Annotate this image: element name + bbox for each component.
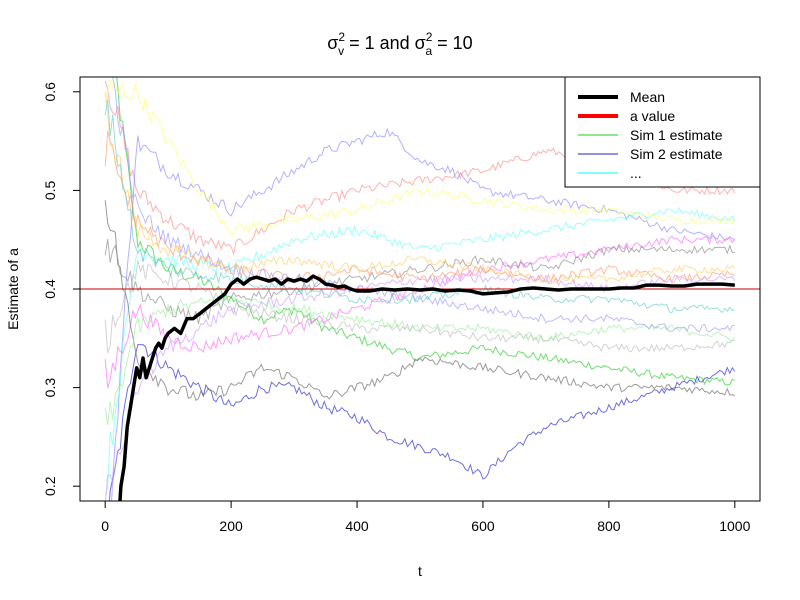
y-tick-label: 0.6	[42, 82, 58, 102]
mean-layer	[118, 274, 735, 501]
legend-label: Mean	[630, 89, 665, 105]
legend-label: Sim 2 estimate	[630, 146, 723, 162]
sim-estimate-line-16	[104, 99, 735, 314]
sim-estimate-line-6	[104, 206, 736, 496]
sim-estimate-line-9	[104, 238, 735, 325]
x-tick-label: 0	[101, 518, 109, 534]
legend-label: ...	[630, 165, 642, 181]
y-tick-label: 0.4	[42, 279, 58, 299]
chart-title: σ2 v = 1 and σ2 a = 10	[327, 30, 472, 58]
x-axis-title: t	[418, 563, 422, 579]
sim-estimate-line-14	[104, 91, 736, 285]
sim-estimate-line-4	[111, 127, 735, 501]
x-tick-label: 1000	[719, 518, 750, 534]
x-tick-label: 200	[219, 518, 243, 534]
y-tick-label: 0.5	[42, 180, 58, 200]
x-axis: 0 200 400 600 800 1000	[101, 500, 751, 534]
y-axis: 0.2 0.3 0.4 0.5 0.6	[42, 82, 81, 496]
legend-label: Sim 1 estimate	[630, 127, 723, 143]
y-tick-label: 0.2	[42, 476, 58, 496]
mean-line	[118, 274, 735, 501]
sim-estimate-line-8	[104, 200, 735, 402]
sim-estimate-line-15	[104, 273, 736, 501]
legend: Mean a value Sim 1 estimate Sim 2 estimate.…	[564, 76, 761, 188]
y-tick-label: 0.3	[42, 378, 58, 398]
x-tick-label: 800	[597, 518, 621, 534]
y-axis-title: Estimate of a	[5, 248, 21, 330]
series-layer	[104, 77, 736, 501]
sim-estimate-line-13	[111, 77, 735, 333]
sim-estimate-line-12	[104, 293, 736, 425]
sim-estimate-line-5	[104, 79, 736, 236]
legend-label: a value	[630, 108, 675, 124]
x-tick-label: 600	[471, 518, 495, 534]
x-tick-label: 400	[345, 518, 369, 534]
